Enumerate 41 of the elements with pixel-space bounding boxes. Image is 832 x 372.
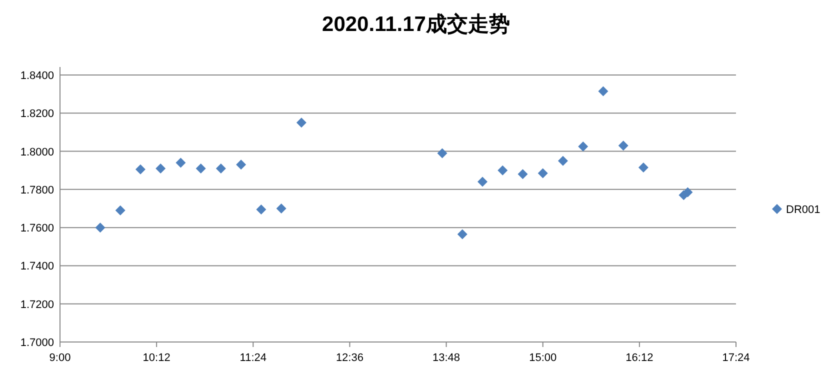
legend-label: DR001 bbox=[786, 204, 820, 216]
y-tick-label: 1.7000 bbox=[20, 337, 54, 349]
point bbox=[156, 163, 166, 174]
y-tick-label: 1.7800 bbox=[20, 184, 54, 196]
point bbox=[638, 162, 648, 172]
point bbox=[216, 163, 226, 174]
x-tick-label: 12:36 bbox=[336, 352, 364, 364]
chart-title: 2020.11.17成交走势 bbox=[322, 12, 510, 36]
x-tick-label: 10:12 bbox=[142, 352, 170, 364]
y-tick-label: 1.7400 bbox=[20, 260, 54, 273]
y-tick-label: 1.8200 bbox=[20, 108, 54, 120]
point bbox=[598, 86, 608, 96]
point bbox=[682, 187, 693, 198]
point bbox=[578, 142, 588, 152]
point bbox=[437, 148, 448, 158]
y-tick-label: 1.8400 bbox=[20, 70, 54, 82]
point bbox=[498, 165, 508, 176]
x-tick-label: 11:24 bbox=[240, 352, 266, 364]
y-tick-label: 1.7200 bbox=[20, 298, 54, 311]
point bbox=[135, 164, 146, 174]
point bbox=[518, 169, 528, 180]
point bbox=[478, 176, 488, 187]
x-tick-label: 16:12 bbox=[626, 352, 654, 364]
x-tick-label: 15:00 bbox=[529, 352, 557, 364]
y-tick-label: 1.7600 bbox=[20, 222, 54, 235]
point bbox=[457, 229, 468, 240]
point bbox=[176, 158, 186, 168]
point bbox=[115, 205, 126, 216]
point bbox=[95, 222, 106, 233]
point bbox=[276, 204, 286, 214]
point bbox=[236, 160, 246, 170]
point bbox=[538, 168, 548, 178]
y-tick-label: 1.8000 bbox=[20, 146, 54, 158]
point bbox=[618, 140, 628, 151]
x-tick-label: 13:48 bbox=[432, 352, 460, 364]
point bbox=[256, 204, 266, 214]
point bbox=[558, 156, 568, 166]
point bbox=[296, 118, 306, 128]
x-tick-label: 9:00 bbox=[49, 352, 71, 364]
x-tick-label: 17:24 bbox=[722, 352, 750, 364]
point bbox=[196, 163, 206, 174]
